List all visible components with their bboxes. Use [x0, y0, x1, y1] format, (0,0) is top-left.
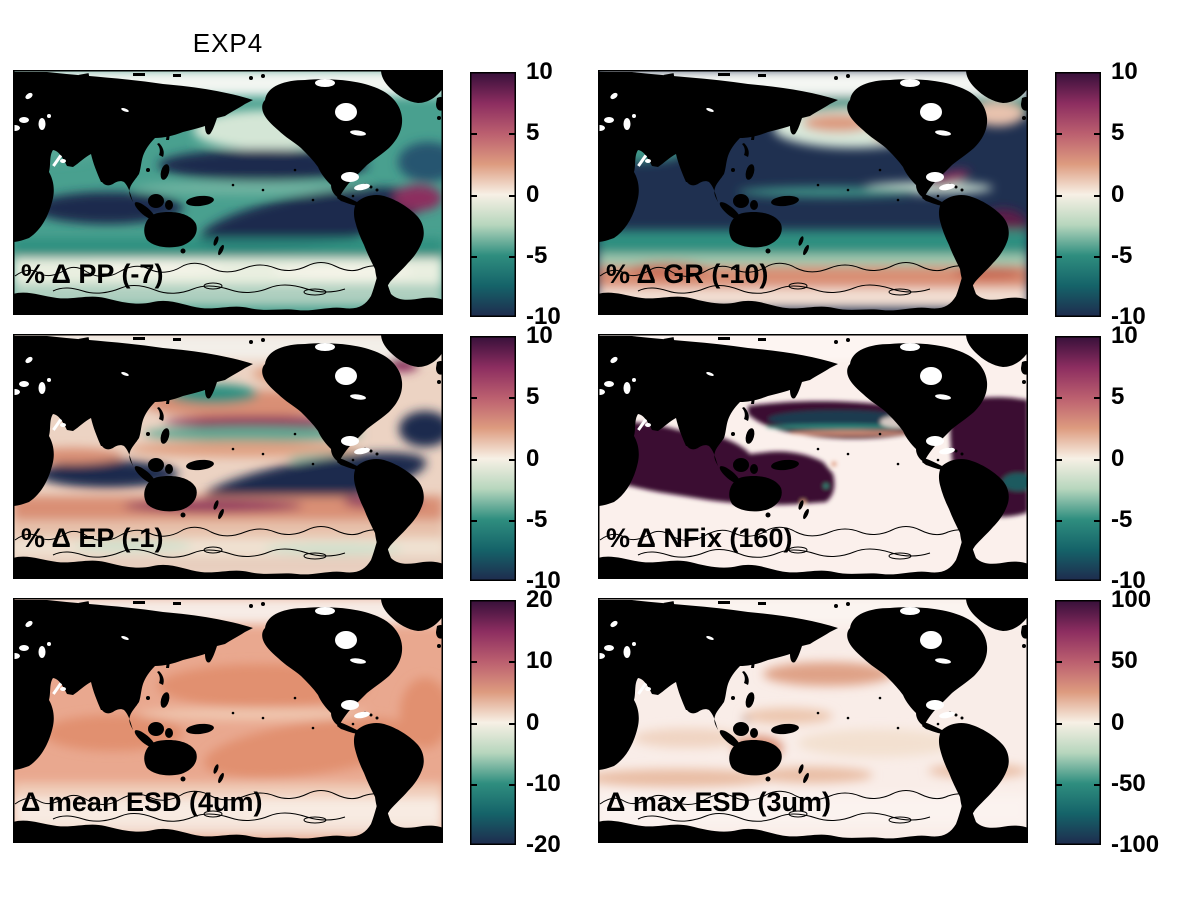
tick-mark [471, 194, 477, 197]
tick-mark [509, 458, 515, 461]
map-ep: % Δ EP (-1) [13, 334, 443, 579]
colorbar-tick-label: -10 [526, 769, 561, 797]
tick-mark [1094, 255, 1100, 258]
tick-mark [509, 783, 515, 786]
tick-mark [1094, 661, 1100, 664]
map-gr: % Δ GR (-10) [598, 70, 1028, 315]
tick-mark [1056, 133, 1062, 136]
tick-mark [1094, 397, 1100, 400]
tick-mark [1056, 194, 1062, 197]
tick-mark [1056, 722, 1062, 725]
colorbar-tick-label: 0 [526, 708, 540, 736]
tick-mark [509, 661, 515, 664]
colorbar-tick-label: -10 [526, 567, 561, 594]
tick-mark [1094, 458, 1100, 461]
colorbar-gradient [470, 72, 516, 317]
colorbar-tick-label: 0 [1111, 180, 1125, 208]
map-panel-nfix: % Δ NFix (160) [598, 334, 1028, 579]
map-panel-mean-esd: Δ mean ESD (4um) [13, 598, 443, 843]
colorbar-tick-label: 5 [1111, 119, 1125, 147]
tick-mark [471, 783, 477, 786]
colorbar-tick-label: -5 [1111, 241, 1133, 269]
colorbar-tick-label: -20 [526, 831, 561, 858]
colorbar-tick-label: -10 [1111, 303, 1146, 330]
colorbar-tick-label: 5 [526, 383, 540, 411]
tick-mark [1056, 661, 1062, 664]
tick-mark [1056, 783, 1062, 786]
tick-mark [471, 397, 477, 400]
colorbar-tick-label: -100 [1111, 831, 1160, 858]
map-panel-pp: % Δ PP (-7) [13, 70, 443, 315]
colorbar-gradient [1055, 600, 1101, 845]
panel-label: Δ mean ESD (4um) [21, 787, 262, 817]
tick-mark [471, 458, 477, 461]
tick-mark [509, 519, 515, 522]
colorbar-tick-label: 10 [1111, 58, 1138, 85]
panel-label: % Δ EP (-1) [21, 523, 163, 553]
colorbar-mean-esd: 20 10 0 -10 -20 [470, 588, 561, 857]
colorbar-tick-label: 10 [526, 647, 553, 675]
colorbar-tick-label: -5 [1111, 505, 1133, 533]
figure-title: EXP4 [192, 28, 264, 58]
colorbar-tick-label: 10 [526, 58, 553, 85]
tick-mark [509, 194, 515, 197]
tick-mark [509, 722, 515, 725]
colorbar-max-esd: 100 50 0 -50 -100 [1055, 588, 1159, 857]
panel-label: % Δ PP (-7) [21, 259, 163, 289]
tick-mark [1056, 458, 1062, 461]
colorbar-gradient [1055, 336, 1101, 581]
panel-label: % Δ GR (-10) [606, 259, 768, 289]
map-panel-max-esd: Δ max ESD (3um) [598, 598, 1028, 843]
panel-label: Δ max ESD (3um) [606, 787, 831, 817]
tick-mark [1094, 783, 1100, 786]
tick-mark [471, 255, 477, 258]
tick-mark [1094, 722, 1100, 725]
colorbar-tick-label: 10 [526, 322, 553, 349]
tick-mark [1094, 194, 1100, 197]
tick-mark [1056, 255, 1062, 258]
colorbar-gradient [1055, 72, 1101, 317]
colorbar-tick-label: 5 [1111, 383, 1125, 411]
colorbar-tick-label: 0 [526, 444, 540, 472]
tick-mark [1094, 519, 1100, 522]
colorbar-ep: 10 5 0 -5 -10 [470, 324, 561, 593]
colorbar-tick-label: -10 [526, 303, 561, 330]
colorbar-tick-label: 0 [1111, 708, 1125, 736]
colorbar-tick-label: -5 [526, 505, 548, 533]
colorbar-tick-label: 0 [526, 180, 540, 208]
colorbar-gradient [470, 600, 516, 845]
colorbar-tick-label: 100 [1111, 586, 1152, 613]
tick-mark [471, 133, 477, 136]
map-panel-ep: % Δ EP (-1) [13, 334, 443, 579]
map-nfix: % Δ NFix (160) [598, 334, 1028, 579]
map-mean-esd: Δ mean ESD (4um) [13, 598, 443, 843]
colorbar-tick-label: -5 [526, 241, 548, 269]
colorbar-nfix: 10 5 0 -5 -10 [1055, 324, 1146, 593]
colorbar-gradient [470, 336, 516, 581]
map-max-esd: Δ max ESD (3um) [598, 598, 1028, 843]
map-panel-gr: % Δ GR (-10) [598, 70, 1028, 315]
colorbar-gr: 10 5 0 -5 -10 [1055, 60, 1146, 329]
tick-mark [509, 133, 515, 136]
colorbar-tick-label: 20 [526, 586, 553, 613]
colorbar-pp: 10 5 0 -5 -10 [470, 60, 561, 329]
tick-mark [1056, 397, 1062, 400]
map-pp: % Δ PP (-7) [13, 70, 443, 315]
tick-mark [509, 397, 515, 400]
colorbar-tick-label: 5 [526, 119, 540, 147]
tick-mark [471, 519, 477, 522]
colorbar-tick-label: 10 [1111, 322, 1138, 349]
tick-mark [471, 722, 477, 725]
tick-mark [509, 255, 515, 258]
tick-mark [1094, 133, 1100, 136]
panel-label: % Δ NFix (160) [606, 523, 792, 553]
tick-mark [1056, 519, 1062, 522]
tick-mark [471, 661, 477, 664]
colorbar-tick-label: 50 [1111, 647, 1138, 675]
colorbar-tick-label: -10 [1111, 567, 1146, 594]
colorbar-tick-label: -50 [1111, 769, 1146, 797]
colorbar-tick-label: 0 [1111, 444, 1125, 472]
